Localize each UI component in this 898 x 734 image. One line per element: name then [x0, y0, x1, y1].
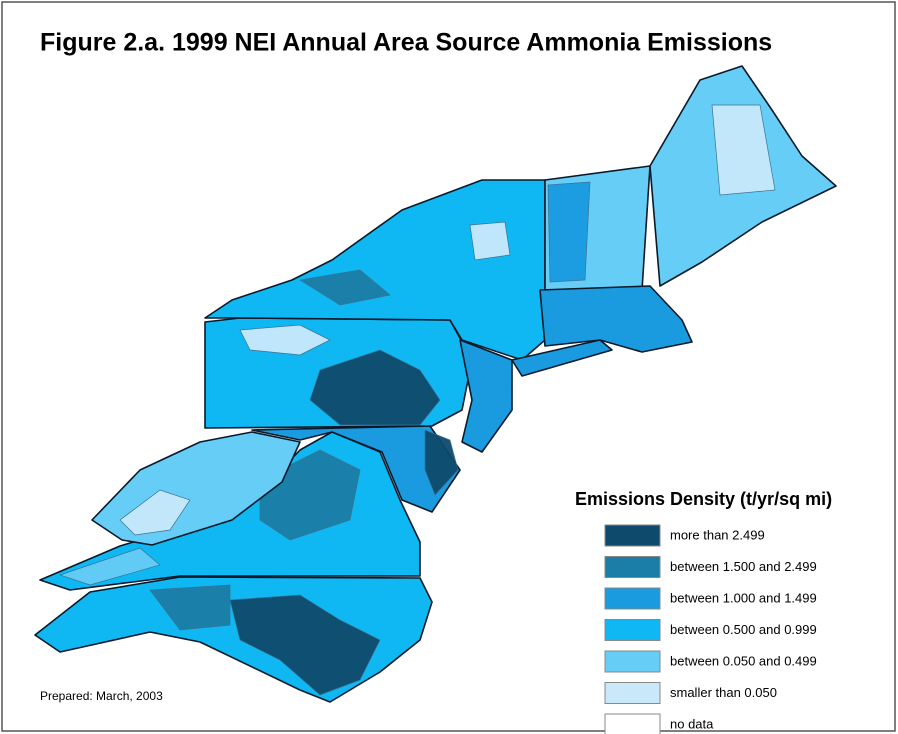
legend-label: between 0.050 and 0.499 [670, 653, 817, 668]
legend-label: no data [670, 716, 714, 731]
long-island [511, 339, 613, 377]
legend-label: between 0.500 and 0.999 [670, 622, 817, 637]
map [34, 65, 837, 703]
legend-swatch [604, 682, 661, 704]
legend-swatch [604, 650, 661, 673]
legend-swatch [604, 619, 661, 641]
legend-title: Emissions Density (t/yr/sq mi) [575, 489, 832, 509]
legend: more than 2.499 between 1.500 and 2.499 be… [604, 524, 817, 734]
southern-new-england [539, 285, 693, 353]
legend-label: more than 2.499 [670, 527, 765, 542]
region [149, 584, 231, 631]
title: Figure 2.a. 1999 NEI Annual Area Source … [40, 29, 772, 57]
legend-swatch [604, 556, 661, 578]
legend-swatch [604, 587, 661, 610]
region [547, 181, 591, 283]
legend-label: between 1.500 and 2.499 [670, 559, 817, 574]
region [424, 429, 459, 496]
legend-swatch [604, 524, 661, 547]
legend-label: between 1.000 and 1.499 [670, 590, 817, 605]
legend-swatch [604, 713, 661, 734]
region [239, 324, 331, 356]
region [229, 594, 381, 696]
region [58, 547, 161, 586]
region [119, 489, 191, 536]
region [469, 221, 511, 261]
region [711, 104, 776, 196]
footnote: Prepared: March, 2003 [40, 689, 163, 703]
region [309, 349, 441, 426]
region [299, 269, 391, 306]
legend-label: smaller than 0.050 [670, 685, 777, 700]
